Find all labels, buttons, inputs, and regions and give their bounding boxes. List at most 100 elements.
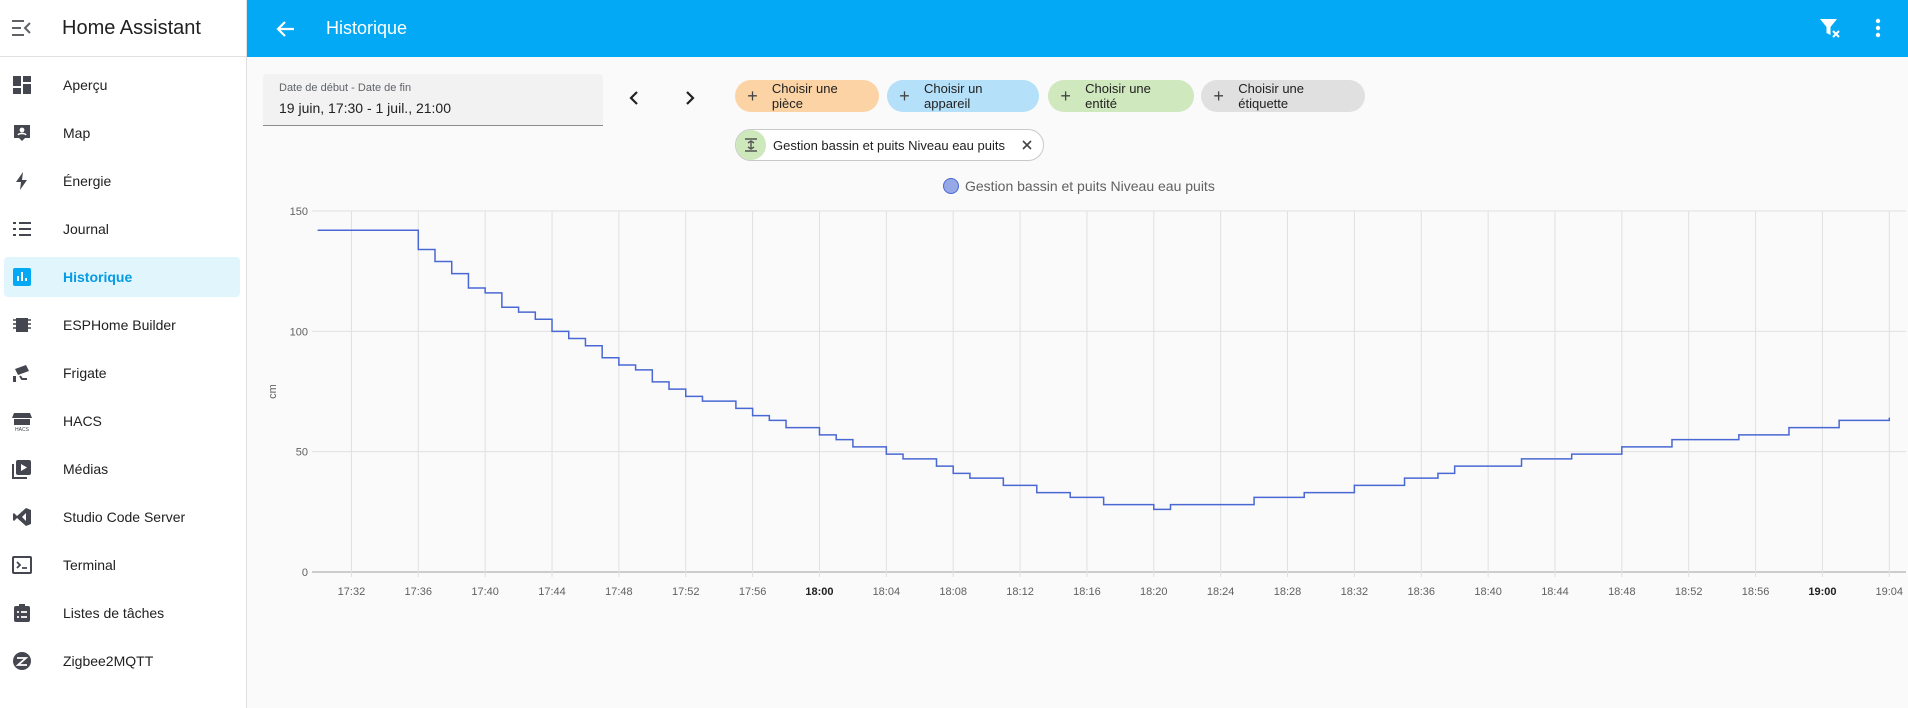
data-point [584, 345, 587, 347]
data-point [1002, 484, 1004, 486]
sidebar-item-zigbee2mqtt[interactable]: Zigbee2MQTT [4, 641, 240, 681]
sidebar-item-médias[interactable]: Médias [4, 449, 240, 489]
data-point [1738, 434, 1740, 436]
data-point [1838, 419, 1840, 421]
data-point [1169, 504, 1172, 506]
choose-label-chip[interactable]: + Choisir une étiquette [1201, 80, 1365, 112]
previous-period-button[interactable] [616, 80, 652, 116]
data-point [1153, 508, 1155, 511]
app-title: Home Assistant [62, 16, 201, 39]
data-point [467, 287, 470, 289]
choose-room-chip[interactable]: + Choisir une pièce [735, 80, 879, 112]
sidebar-item-label: Historique [63, 269, 133, 285]
data-point [885, 453, 887, 455]
sidebar-item-aperçu[interactable]: Aperçu [4, 65, 240, 105]
chevron-right-icon [686, 91, 695, 105]
remove-entity-close-icon[interactable] [1015, 133, 1039, 157]
sidebar-item-esphome-builder[interactable]: ESPHome Builder [4, 305, 240, 345]
data-point [568, 337, 570, 340]
clipboard-list-icon [10, 601, 34, 625]
data-point [417, 248, 419, 251]
x-tick-label: 18:28 [1274, 586, 1302, 598]
data-point [1454, 465, 1456, 467]
data-point [601, 357, 603, 359]
sidebar-item-label: Studio Code Server [63, 509, 186, 525]
data-point [317, 229, 319, 231]
selected-entity-chip[interactable]: Gestion bassin et puits Niveau eau puits [735, 129, 1044, 161]
sidebar-item-listes-de-tâches[interactable]: Listes de tâches [4, 593, 240, 633]
more-vertical-icon[interactable] [1858, 8, 1898, 48]
data-point [484, 292, 486, 294]
x-tick-label: 19:04 [1876, 586, 1904, 598]
choose-device-chip[interactable]: + Choisir un appareil [887, 80, 1039, 112]
y-tick-label: 150 [290, 206, 308, 218]
date-range-picker[interactable]: Date de début - Date de fin 19 juin, 17:… [263, 74, 603, 126]
x-tick-label: 18:36 [1407, 586, 1435, 598]
choose-entity-chip[interactable]: + Choisir une entité [1048, 80, 1194, 112]
date-range-value: 19 juin, 17:30 - 1 juil., 21:00 [279, 100, 452, 116]
console-icon [10, 553, 34, 577]
x-tick-label: 17:52 [672, 586, 700, 598]
sidebar-item-label: Énergie [63, 173, 112, 189]
sidebar-item-historique[interactable]: Historique [4, 257, 240, 297]
y-tick-label: 0 [302, 567, 308, 579]
data-point [818, 434, 821, 436]
data-point [1303, 491, 1305, 494]
data-point [618, 364, 620, 366]
lightning-icon [10, 169, 34, 193]
hacs-icon: HACS [10, 409, 34, 433]
chart-legend-item[interactable]: Gestion bassin et puits Niveau eau puits [943, 178, 1215, 194]
y-axis-title: cm [267, 384, 279, 399]
choose-label-label: Choisir une étiquette [1238, 81, 1305, 111]
data-point [1788, 427, 1790, 429]
date-range-label: Date de début - Date de fin [279, 82, 412, 94]
data-point [1520, 458, 1523, 460]
sidebar-item-map[interactable]: Map [4, 113, 240, 153]
cctv-icon [10, 361, 34, 385]
sidebar-item-studio-code-server[interactable]: Studio Code Server [4, 497, 240, 537]
x-tick-label: 18:00 [805, 586, 833, 598]
x-tick-label: 19:00 [1808, 586, 1836, 598]
sidebar-item-énergie[interactable]: Énergie [4, 161, 240, 201]
data-point [1353, 484, 1355, 486]
play-box-icon [10, 457, 34, 481]
zigbee-icon [10, 649, 34, 673]
sidebar-item-journal[interactable]: Journal [4, 209, 240, 249]
data-point [1571, 453, 1573, 455]
data-point [785, 427, 787, 429]
plus-icon: + [747, 85, 758, 106]
map-account-icon [10, 121, 34, 145]
x-tick-label: 18:44 [1541, 586, 1569, 598]
sidebar-header: Home Assistant [0, 0, 246, 57]
x-tick-label: 18:08 [939, 586, 967, 598]
chip-icon [10, 313, 34, 337]
x-tick-label: 17:56 [739, 586, 767, 598]
data-point [735, 407, 737, 409]
y-tick-label: 50 [296, 447, 308, 459]
svg-text:HACS: HACS [15, 427, 30, 431]
sidebar-nav: Aperçu Map Énergie Journal Historique ESPHome… [0, 57, 246, 681]
choose-entity-label: Choisir une entité [1085, 81, 1151, 111]
next-period-button[interactable] [672, 80, 708, 116]
sidebar-item-hacs[interactable]: HACS HACS [4, 401, 240, 441]
list-icon [10, 217, 34, 241]
x-tick-label: 18:56 [1742, 586, 1770, 598]
sidebar-item-frigate[interactable]: Frigate [4, 353, 240, 393]
sidebar-item-label: HACS [63, 413, 102, 429]
data-point [551, 330, 553, 332]
data-point [835, 439, 837, 441]
data-point [434, 260, 436, 263]
clear-filter-icon[interactable] [1810, 8, 1850, 48]
history-chart: 0 50 100 150 17:32 17:36 17:40 17:44 17:48 17:52 1… [267, 206, 1906, 598]
vscode-icon [10, 505, 34, 529]
data-point [1253, 496, 1255, 498]
data-point [1621, 446, 1623, 448]
data-point [1888, 417, 1890, 419]
data-point [685, 395, 687, 397]
back-arrow-icon[interactable] [266, 9, 306, 49]
x-tick-label: 17:32 [338, 586, 366, 598]
menu-collapse-icon[interactable] [4, 10, 40, 46]
data-point [752, 414, 754, 417]
dashboard-icon [10, 73, 34, 97]
sidebar-item-terminal[interactable]: Terminal [4, 545, 240, 585]
